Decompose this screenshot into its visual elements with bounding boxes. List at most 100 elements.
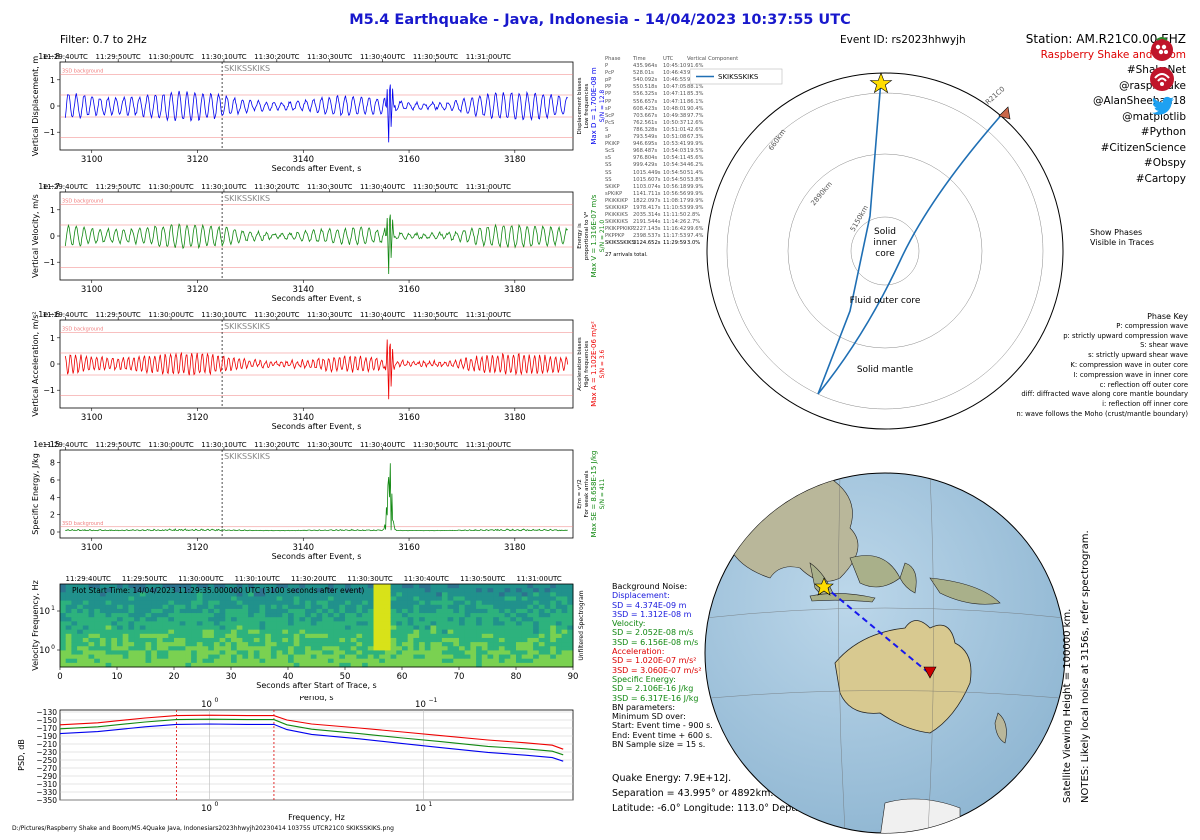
utc-tick-label: 11:30:10UTC	[201, 441, 246, 449]
quake-location: Latitude: -6.0° Longitude: 113.0° Depth:…	[612, 803, 844, 814]
phase-arrival-table: Phase Time UTC Vertical Component P 435.964s 1…	[605, 56, 747, 259]
x-tick-label: 10	[201, 804, 212, 814]
phase-table-header: Phase Time UTC Vertical Component	[605, 56, 739, 62]
side-label: High frequencies	[584, 341, 590, 388]
y-tick-label: −150	[36, 716, 57, 725]
x-axis-label: Seconds after Event, s	[272, 164, 362, 173]
spectrogram-cells	[60, 584, 574, 668]
side-label: S/N = 3.6	[599, 349, 605, 378]
twitter-bird-icon	[1152, 96, 1174, 115]
side-label: Low frequencies	[584, 84, 590, 129]
x-tick-label: 3140	[292, 413, 314, 423]
phase-row: SKiKKiKP 1978.417s 11:10:53 99.9%	[605, 204, 704, 211]
trace-line	[64, 339, 569, 400]
x-tick-label: 3100	[81, 413, 103, 423]
x-tick-label: 3100	[81, 543, 103, 553]
phase-key-item: c: reflection off outer core	[1099, 380, 1188, 389]
utc-tick-label: 11:30:20UTC	[254, 441, 299, 449]
side-label: For weak arrivals	[584, 470, 590, 517]
phase-row: sS 976.804s 10:54:11 45.6%	[605, 155, 704, 162]
station-triangle-icon	[998, 106, 1011, 120]
phase-key-title: Phase Key	[1147, 312, 1188, 321]
region-label: Solid mantle	[857, 365, 914, 375]
phase-key-item: P: compression wave	[1116, 321, 1188, 330]
psd-series-line	[59, 714, 564, 750]
file-path: D:/Pictures/Raspberry Shake and Boom/M5.…	[12, 825, 394, 832]
exponent-label: 1e−7	[38, 182, 60, 191]
utc-tick-label: 11:31:00UTC	[466, 53, 511, 61]
phase-row: SS 1015.607s 10:54:50 53.8%	[605, 176, 704, 183]
period-tick-exp: 0	[215, 697, 219, 704]
x-tick-label: 3100	[81, 285, 103, 295]
phase-row: P 435.964s 10:45:10 91.6%	[605, 63, 704, 70]
utc-tick-label: 11:29:40UTC	[43, 441, 88, 449]
x-tick-label: 3120	[187, 285, 209, 295]
y-tick-label: 0	[50, 360, 55, 369]
y-tick-label: 1	[50, 206, 55, 215]
phase-marker-label: SKIKSSKIKS	[224, 322, 270, 331]
utc-tick-label: 11:30:30UTC	[307, 53, 352, 61]
period-tick-label: 10	[201, 700, 212, 710]
side-label: Acceleration biases	[577, 337, 583, 391]
x-axis-label: Seconds after Event, s	[272, 294, 362, 303]
x-tick-label: 3140	[292, 155, 314, 165]
epicenter-star-icon	[814, 577, 834, 596]
quake-separation: Separation = 43.995° or 4892km.	[612, 788, 774, 799]
utc-tick-label: 11:29:50UTC	[96, 441, 141, 449]
x-tick-label: 3120	[187, 543, 209, 553]
side-label: proportional to V²	[583, 212, 590, 261]
utc-tick-label: 11:30:50UTC	[413, 53, 458, 61]
trace-line	[64, 214, 568, 275]
x-tick-label: 3160	[398, 285, 420, 295]
y-tick-label: −290	[36, 772, 57, 781]
y-tick-label: −230	[36, 748, 57, 757]
side-label: S/N = 21.0	[599, 220, 605, 253]
side-label: S/N = 12.8	[599, 90, 605, 123]
trace-panel-acc: 11:29:40UTC 11:29:50UTC 11:30:00UTC 11:30:1…	[31, 310, 605, 431]
great-circle-path	[823, 585, 931, 675]
raspberry-shake-logo-icon	[1151, 37, 1173, 61]
period-tick-label: 10	[415, 700, 426, 710]
utc-tick-label: 11:30:20UTC	[254, 53, 299, 61]
y-tick-label: −250	[36, 756, 57, 765]
y-tick-label: 10	[39, 607, 50, 617]
phase-row: PKiKKiKS 2035.314s 11:11:50 2.8%	[605, 212, 701, 219]
side-label: Max D = 1.700E-08 m	[590, 67, 598, 145]
region-label: inner	[873, 238, 896, 248]
y-tick-label: −170	[36, 724, 57, 733]
phase-key: Phase Key P: compression wave p: strictly …	[960, 312, 1188, 420]
utc-tick-label: 11:30:40UTC	[360, 311, 405, 319]
x-tick-label: 50	[340, 672, 351, 682]
region-label: Fluid outer core	[850, 296, 921, 306]
utc-tick-label: 11:31:00UTC	[517, 575, 562, 583]
utc-tick-label: 11:30:30UTC	[307, 183, 352, 191]
y-tick-exp: 0	[51, 644, 55, 651]
phase-row: ScS 968.487s 10:54:03 19.5%	[605, 148, 704, 155]
x-tick-label: 3100	[81, 155, 103, 165]
side-label: Energy is	[577, 223, 583, 249]
utc-tick-label: 11:29:50UTC	[96, 53, 141, 61]
phase-row: PKPPKP 2398.537s 11:17:53 97.4%	[605, 233, 704, 240]
show-phases-note: Show Phases Visible in Traces	[1090, 228, 1154, 247]
y-tick-label: 6	[50, 476, 55, 485]
utc-tick-label: 11:29:40UTC	[66, 575, 111, 583]
x-tick-label: 3140	[292, 543, 314, 553]
utc-tick-label: 11:29:50UTC	[96, 311, 141, 319]
utc-tick-label: 11:30:10UTC	[201, 53, 246, 61]
x-tick-label: 3120	[187, 413, 209, 423]
inner-core-circle	[850, 216, 920, 286]
utc-tick-label: 11:30:10UTC	[235, 575, 280, 583]
x-tick-label: 3180	[504, 543, 526, 553]
x-tick-label: 90	[568, 672, 579, 682]
x-tick-label: 20	[169, 672, 180, 682]
phase-key-item: K: compression wave in outer core	[1070, 360, 1188, 369]
station-label: R21C0	[984, 85, 1007, 106]
ray-legend: SKIKSSKIKS	[690, 68, 783, 85]
x-tick-label: 3180	[504, 285, 526, 295]
side-label: Max V = 1.316E-07 m/s	[590, 194, 598, 277]
utc-tick-label: 11:30:50UTC	[460, 575, 505, 583]
side-label: S/N = 411	[599, 479, 605, 510]
y-axis-label: Vertical Velocity, m/s	[31, 194, 40, 278]
noise-band-label: 3SD background	[62, 327, 103, 333]
outer-core-circle	[787, 153, 983, 349]
